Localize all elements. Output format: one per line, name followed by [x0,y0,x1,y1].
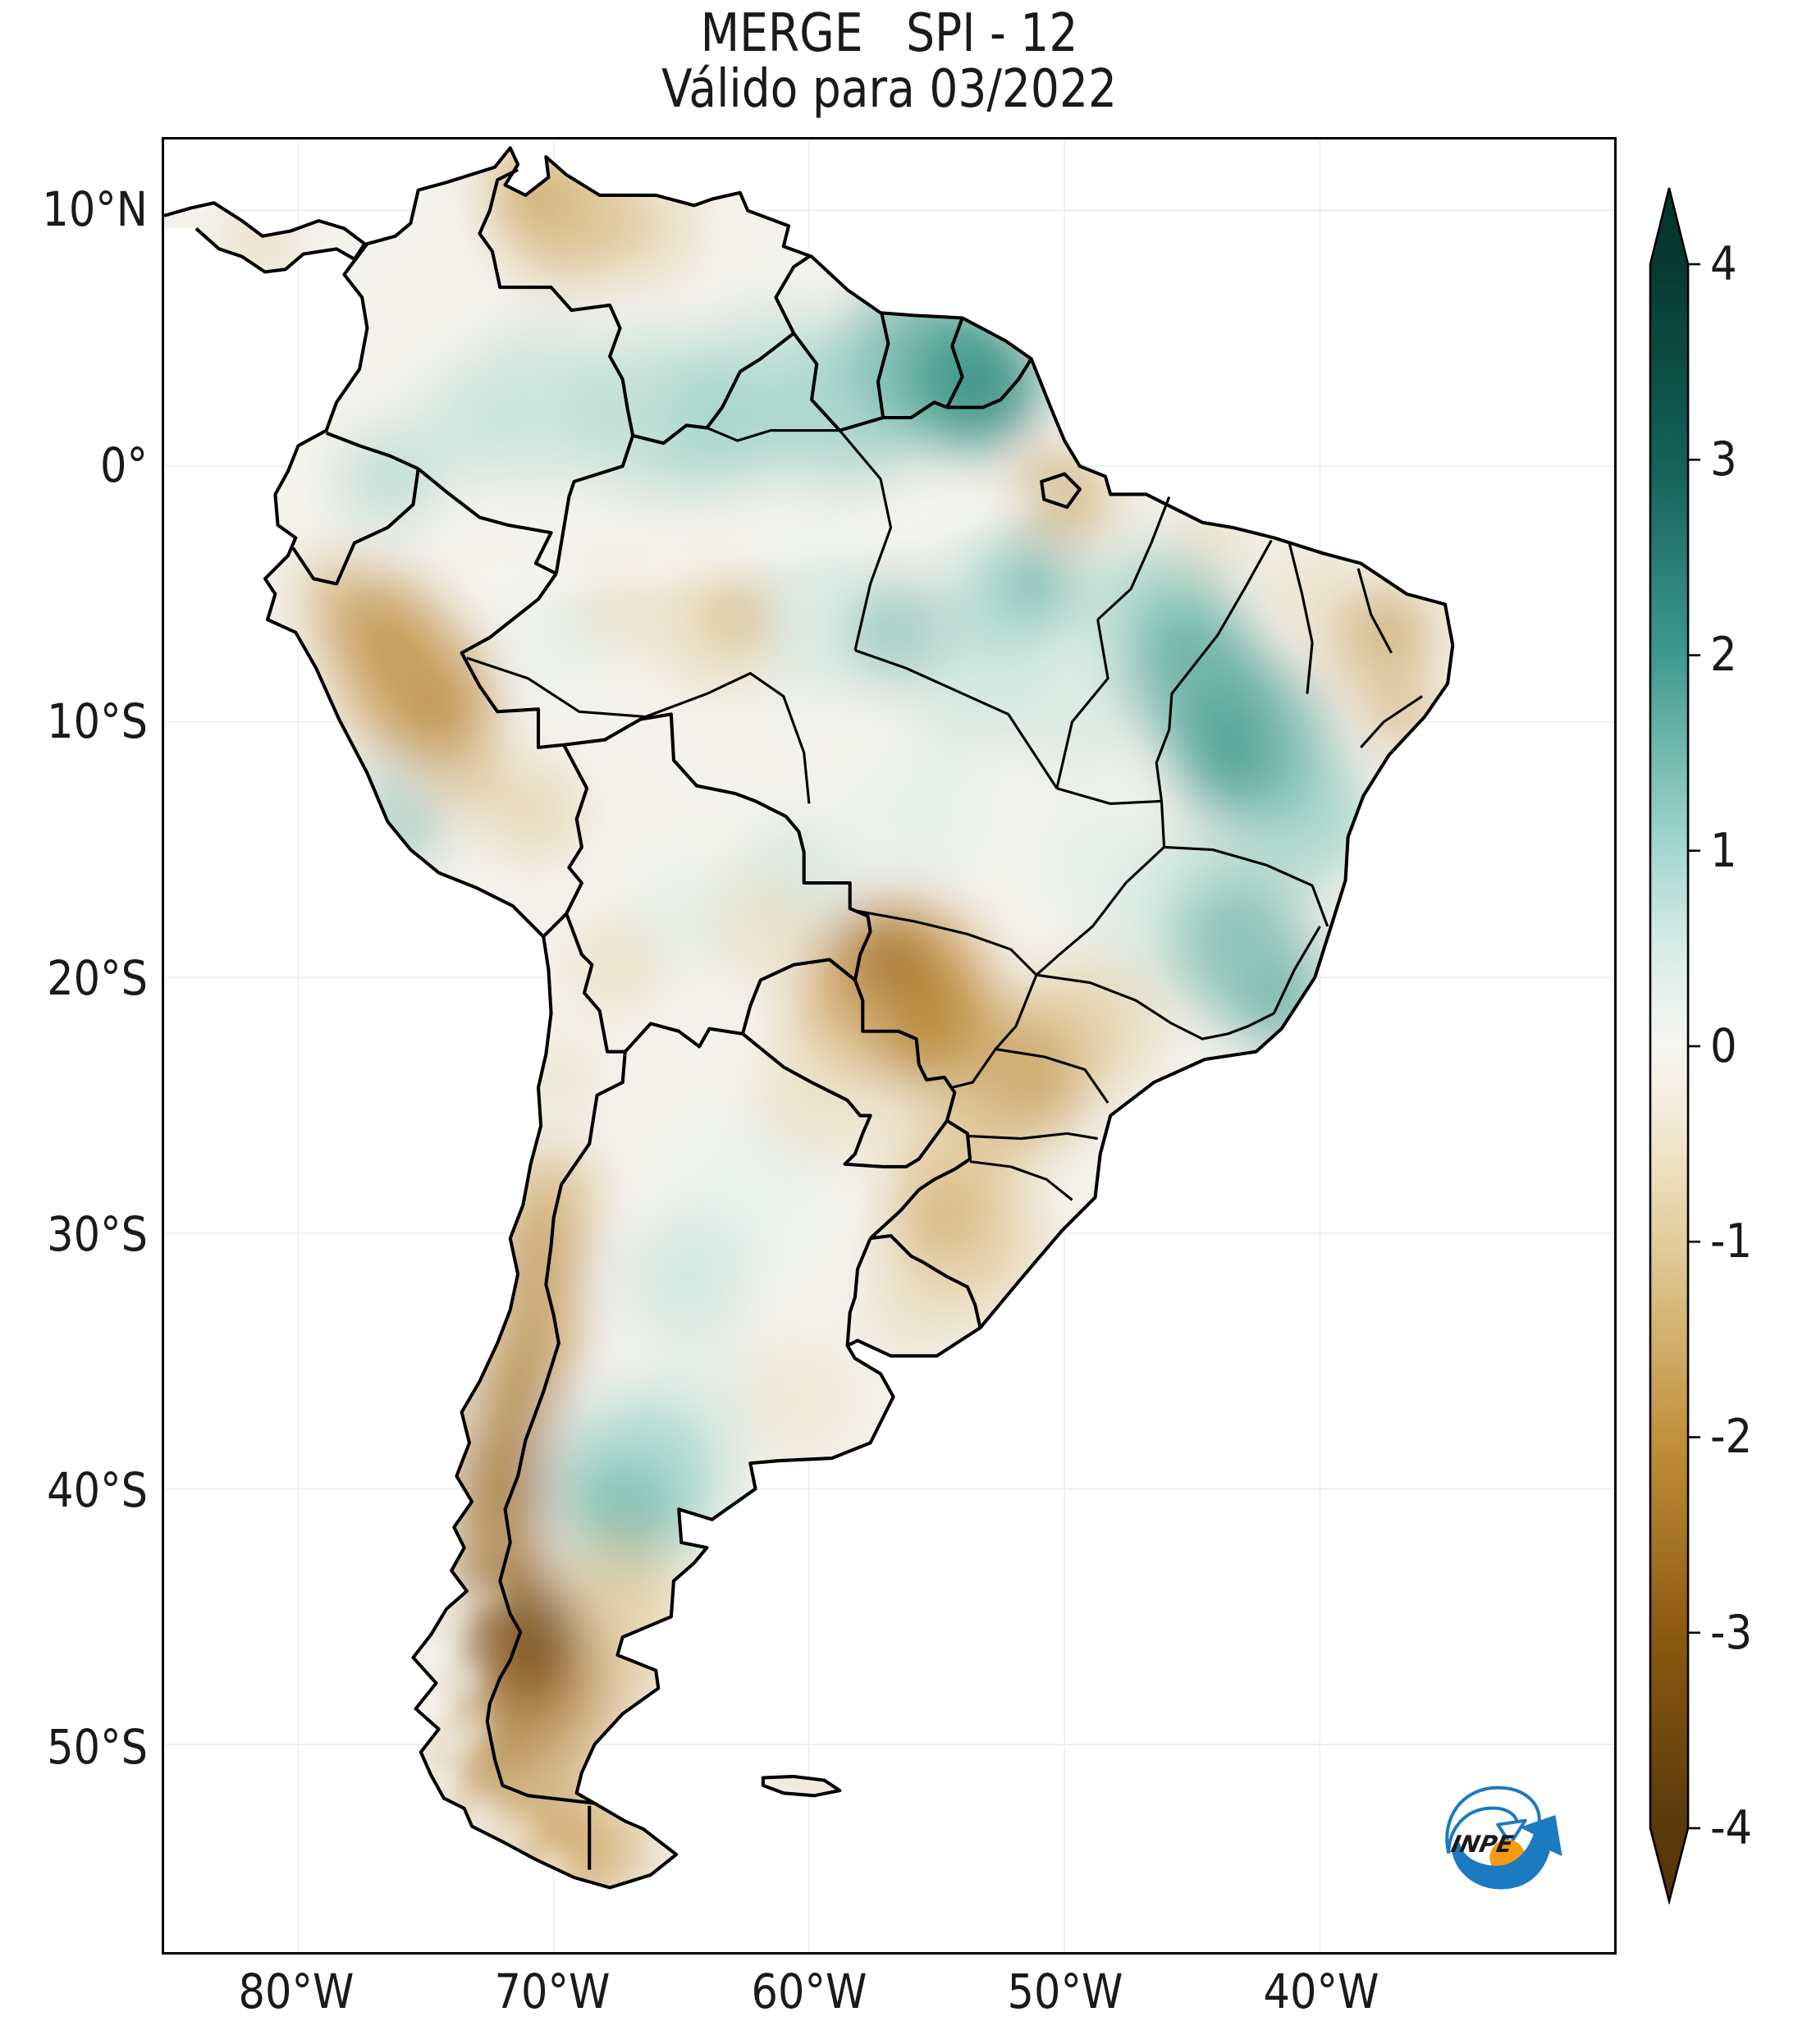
lon-tick-40w: 40°W [1263,1964,1379,2019]
inpe-logo-inner-wave [1447,1806,1519,1854]
colorbar-tick-marks [1688,263,1700,1830]
coastline [164,146,1455,1890]
spi-raster-layer [164,148,1453,1888]
inpe-logo-swirl-outline [1445,1786,1541,1854]
lat-tick-10n: 10°N [42,181,149,237]
state-borders [466,427,1423,1201]
cb-tick-m4: -4 [1710,1801,1753,1855]
cb-tick-m1: -1 [1710,1214,1753,1269]
inpe-logo-down-arrow-icon [1496,1818,1527,1845]
cb-tick-1: 1 [1710,824,1737,878]
south-america-spi-map [164,139,1614,1952]
colorbar [1649,187,1700,1905]
map-axes-frame [162,137,1617,1955]
lat-tick-0: 0° [100,437,148,493]
inpe-logo: INPE [1445,1786,1562,1890]
amazon-river-trace [476,486,1066,586]
figure-title-line2: Válido para 03/2022 [661,59,1117,120]
cb-tick-0: 0 [1710,1019,1737,1073]
lon-tick-80w: 80°W [238,1964,355,2019]
lon-tick-70w: 70°W [494,1964,611,2019]
cb-tick-m3: -3 [1710,1606,1753,1660]
figure-title-line1: MERGE SPI - 12 [700,3,1078,64]
lat-tick-20s: 20°S [47,950,148,1006]
cb-tick-3: 3 [1710,432,1737,487]
cb-tick-4: 4 [1710,237,1737,291]
lon-tick-60w: 60°W [751,1964,867,2019]
spi-raster-blobs [231,148,1438,1888]
lat-tick-50s: 50°S [47,1719,148,1775]
inpe-logo-text: INPE [1449,1830,1517,1858]
cb-tick-m2: -2 [1710,1410,1753,1464]
inpe-logo-big-arrow-icon [1451,1815,1562,1890]
colorbar-bar [1649,187,1690,1905]
country-borders [291,167,1033,1870]
cb-tick-2: 2 [1710,628,1737,682]
no-data-speckles [417,1585,567,1881]
lat-tick-40s: 40°S [47,1462,148,1518]
lon-tick-50w: 50°W [1007,1964,1123,2019]
lat-tick-10s: 10°S [47,693,148,749]
lat-tick-30s: 30°S [47,1206,148,1262]
